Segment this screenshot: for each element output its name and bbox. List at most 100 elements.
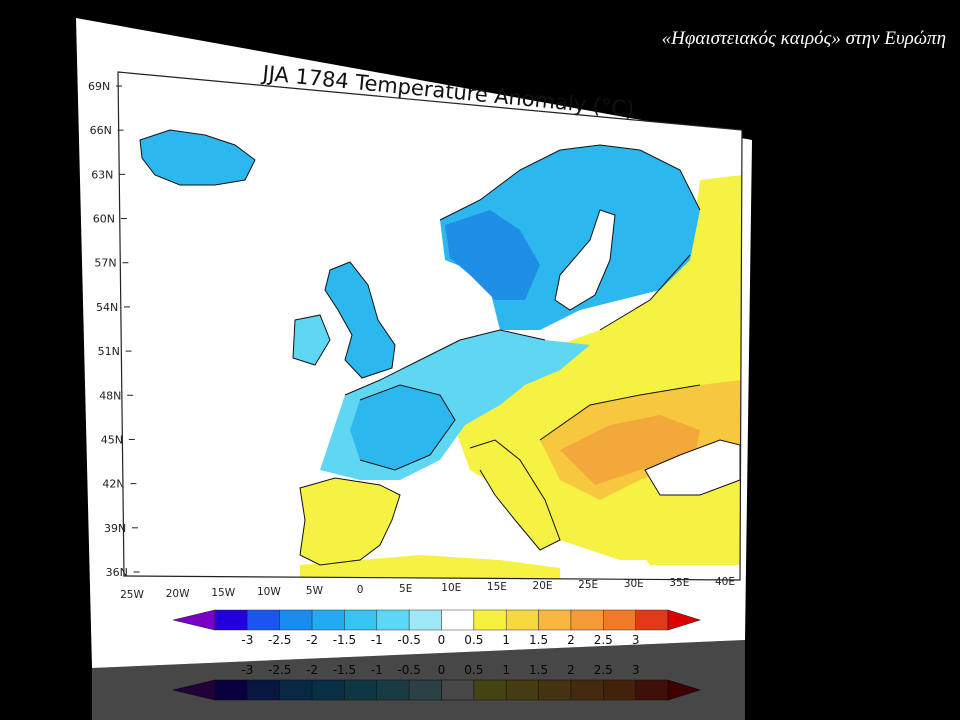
slide-reflection: -3 -2.5 -2 -1.5 -1 -0.5 0 0.5 1 1.5 2 2.5 3 [92,640,745,720]
colorbar-label: -2.5 [268,663,291,677]
colorbar-swatch [344,609,378,631]
colorbar-swatch [473,609,507,631]
colorbar-swatch [441,609,475,631]
colorbar-label: 0 [438,633,446,647]
colorbar-swatch [570,679,604,701]
colorbar-label: -0.5 [397,663,420,677]
lat-tick-label: 54N [96,301,118,314]
colorbar-label: -2.5 [268,633,291,647]
colorbar-label: -0.5 [397,633,420,647]
lon-tick-label: 20E [533,580,553,592]
colorbar-swatch [214,609,248,631]
colorbar-swatch [603,609,636,631]
colorbar-swatch [247,679,280,701]
anatolia-warm [630,490,742,565]
colorbar-swatch [214,679,248,701]
colorbar-swatch [279,609,313,631]
colorbar-label: 1.5 [529,663,548,677]
lon-tick-label: 15E [487,581,507,593]
lon-tick-label: 10E [441,582,461,594]
coastline [139,129,256,186]
coastline [292,314,331,366]
lon-tick-label: 5W [306,585,324,597]
colorbar-swatch [635,679,669,701]
lon-tick-label: 10W [257,586,281,598]
colorbar-label: 3 [632,633,640,647]
land-layer [139,129,742,580]
coastline [344,329,546,396]
black-sea [645,440,740,495]
colorbar-swatch [635,609,669,631]
coastline [554,209,616,311]
lon-tick-label: 40E [715,576,735,588]
colorbar-swatch [505,679,539,701]
colorbar-label: -1.5 [333,633,356,647]
colorbar-swatch [311,679,345,701]
warm-deep-east [560,415,700,485]
iceland-cold [140,130,255,185]
lon-tick-label: 35E [669,577,689,589]
lon-tick-label: 0 [357,584,364,596]
colorbar-swatch [376,609,410,631]
lat-tick-label: 45N [101,433,123,446]
colorbar-swatch [603,679,636,701]
colorbar-label: 0.5 [464,663,483,677]
italy-warm [470,440,560,550]
coastline [469,439,561,551]
colorbar-label: -3 [241,633,253,647]
colorbar-swatch [538,679,572,701]
colorbar-swatch [538,609,572,631]
colorbar-label: 3 [632,663,640,677]
colorbar-label: -1 [371,633,383,647]
slide-title: «Ηφαιστειακός καιρός» στην Ευρώπη [661,28,946,49]
colorbar-label: 2 [567,633,575,647]
lat-tick-label: 42N [102,478,124,491]
lat-tick-label: 57N [94,257,116,270]
colorbar [172,609,702,631]
lat-tick-label: 66N [90,124,112,137]
coastline [324,261,396,379]
latitude-axis: 69N 66N 63N 60N 57N 54N 51N 48N 45N 42N 39N 36N [88,80,140,579]
colorbar-swatch [376,679,410,701]
colorbar-reflection-labels: -3 -2.5 -2 -1.5 -1 -0.5 0 0.5 1 1.5 2 2.5 3 [241,663,639,677]
north-africa-warm [300,555,560,580]
colorbar-label: -1 [371,663,383,677]
lat-tick-label: 39N [104,522,126,535]
coastline [299,477,401,566]
colorbar-swatch [247,609,280,631]
iberia-warm [300,478,400,565]
coastline [439,144,701,221]
lat-tick-label: 36N [106,566,128,579]
baltic-sea [555,210,615,310]
colorbar-label: 1 [502,633,510,647]
colorbar-swatch [505,609,539,631]
france-cold [350,385,455,470]
colorbar-swatch [408,609,442,631]
scandinavia-deep [445,210,540,300]
lon-tick-label: 30E [624,578,644,590]
colorbar-label: 2.5 [594,663,613,677]
map-area [117,71,743,581]
colorbar-swatch [441,679,475,701]
lat-tick-label: 60N [93,213,115,226]
colorbar-label: 0 [438,663,446,677]
colorbar-label: 2.5 [594,633,613,647]
british-isles-cold [325,262,395,378]
colorbar-swatch [473,679,507,701]
colorbar-label: 2 [567,663,575,677]
colorbar-label: -3 [241,663,253,677]
lat-tick-label: 63N [91,168,113,181]
lon-tick-label: 25W [120,589,144,601]
coastline [539,384,701,441]
colorbar-high-arrow [667,609,702,631]
map-frame [117,71,743,581]
colorbar-labels: -3 -2.5 -2 -1.5 -1 -0.5 0 0.5 1 1.5 2 2.5 3 [241,633,639,647]
colorbar-swatch [279,679,313,701]
lon-tick-label: 20W [166,588,190,600]
colorbar-swatch [344,679,378,701]
colorbar-label: 1 [502,663,510,677]
colorbar-label: -1.5 [333,663,356,677]
lon-tick-label: 5E [399,583,412,595]
colorbar-high-arrow [667,679,702,701]
colorbar-label: -2 [306,663,318,677]
